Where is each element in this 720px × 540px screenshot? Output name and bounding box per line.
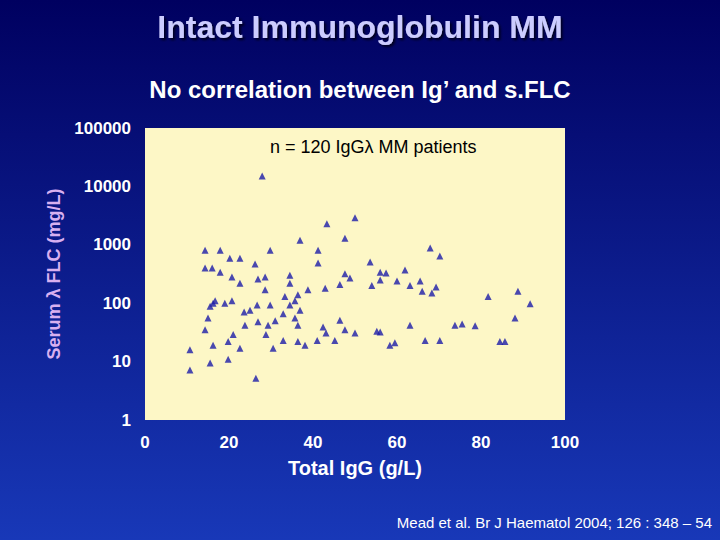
svg-text:10000: 10000 — [84, 177, 131, 196]
svg-text:100000: 100000 — [74, 119, 131, 138]
svg-text:80: 80 — [472, 433, 491, 452]
svg-text:1000: 1000 — [93, 235, 131, 254]
svg-text:10: 10 — [112, 352, 131, 371]
svg-text:60: 60 — [388, 433, 407, 452]
svg-text:40: 40 — [304, 433, 323, 452]
svg-text:Total IgG (g/L): Total IgG (g/L) — [288, 457, 422, 479]
svg-text:No correlation between Ig’ and: No correlation between Ig’ and s.FLC — [149, 76, 570, 103]
svg-text:n = 120 IgGλ MM patients: n = 120 IgGλ MM patients — [270, 137, 477, 157]
svg-text:Intact Immunoglobulin MM: Intact Immunoglobulin MM — [157, 9, 562, 45]
svg-text:Serum λ FLC (mg/L): Serum λ FLC (mg/L) — [44, 188, 64, 359]
svg-text:100: 100 — [551, 433, 579, 452]
svg-text:100: 100 — [103, 294, 131, 313]
svg-text:0: 0 — [140, 433, 149, 452]
svg-text:20: 20 — [220, 433, 239, 452]
svg-text:Mead et al. Br J Haematol 2004: Mead et al. Br J Haematol 2004; 126 : 34… — [397, 514, 712, 531]
svg-text:1: 1 — [122, 411, 131, 430]
